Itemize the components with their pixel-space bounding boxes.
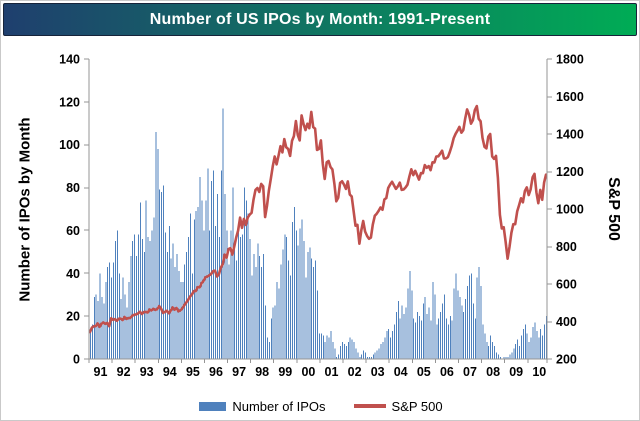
svg-text:99: 99 [278,365,292,379]
svg-text:400: 400 [556,315,577,329]
svg-text:800: 800 [556,240,577,254]
svg-text:1800: 1800 [556,53,584,67]
svg-text:95: 95 [186,365,200,379]
line-swatch-icon [353,404,386,408]
svg-text:97: 97 [232,365,246,379]
svg-text:20: 20 [66,310,80,324]
svg-text:1400: 1400 [556,128,584,142]
svg-text:03: 03 [371,365,385,379]
y-axis-title-left: Number of IPOs by Month [9,59,41,359]
y-axis-title-left-text: Number of IPOs by Month [16,116,34,302]
svg-text:02: 02 [348,365,362,379]
svg-text:09: 09 [509,365,523,379]
svg-text:60: 60 [66,224,80,238]
chart-canvas: 0204060801001201402004006008001000120014… [59,53,584,380]
legend: Number of IPOs S&P 500 [1,394,640,418]
chart-title-bar: Number of US IPOs by Month: 1991-Present [3,3,637,36]
svg-text:200: 200 [556,353,577,367]
svg-text:600: 600 [556,278,577,292]
svg-text:0: 0 [73,353,80,367]
svg-text:92: 92 [117,365,131,379]
svg-text:120: 120 [59,95,80,109]
svg-text:06: 06 [440,365,454,379]
legend-item-ipos: Number of IPOs [199,398,326,414]
svg-text:140: 140 [59,53,80,67]
svg-text:04: 04 [394,365,408,379]
svg-text:40: 40 [66,267,80,281]
legend-item-sp500: S&P 500 [353,398,443,414]
legend-label-ipos: Number of IPOs [232,398,326,414]
svg-text:1600: 1600 [556,90,584,104]
svg-text:08: 08 [486,365,500,379]
svg-text:93: 93 [140,365,154,379]
svg-text:98: 98 [255,365,269,379]
svg-text:94: 94 [163,365,177,379]
svg-text:100: 100 [59,138,80,152]
y-axis-title-right-text: S&P 500 [605,177,622,241]
y-axis-title-right: S&P 500 [597,59,629,359]
svg-text:05: 05 [417,365,431,379]
bar-swatch-icon [199,401,227,411]
svg-text:07: 07 [463,365,477,379]
svg-text:1000: 1000 [556,203,584,217]
svg-text:80: 80 [66,181,80,195]
svg-text:10: 10 [532,365,546,379]
legend-label-sp500: S&P 500 [391,398,443,414]
svg-text:91: 91 [94,365,108,379]
svg-text:01: 01 [325,365,339,379]
svg-text:1200: 1200 [556,165,584,179]
chart-title: Number of US IPOs by Month: 1991-Present [149,10,491,28]
svg-text:00: 00 [301,365,315,379]
svg-text:96: 96 [209,365,223,379]
